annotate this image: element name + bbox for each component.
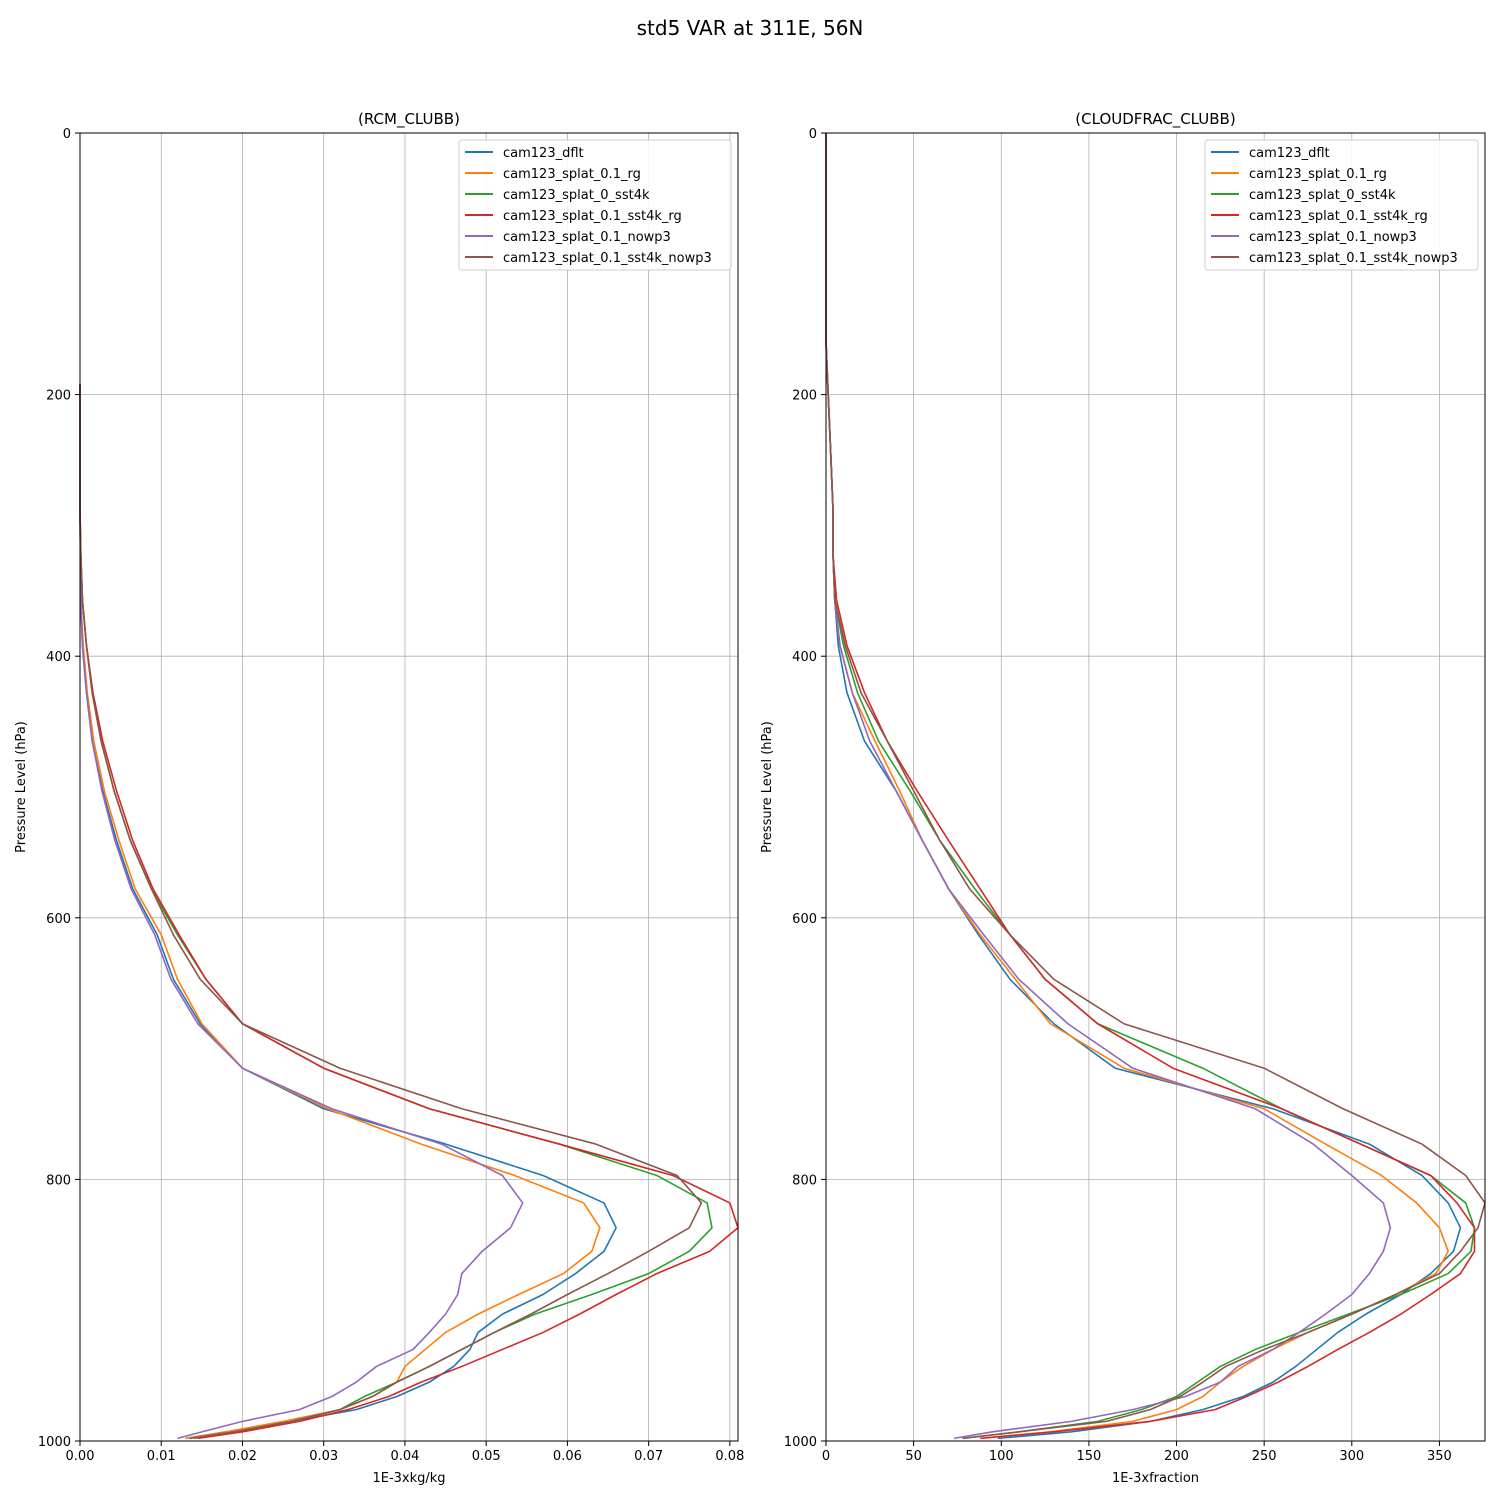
series-line-3: [79, 384, 713, 1440]
legend-box: [458, 139, 732, 271]
y-axis-label: Pressure Level (hPa): [760, 721, 775, 853]
legend-label: cam123_splat_0.1_nowp3: [503, 230, 671, 245]
legend-label: cam123_splat_0.1_sst4k_nowp3: [1249, 251, 1458, 266]
legend-box: [1204, 139, 1479, 271]
x-tick-label: 0.01: [147, 1449, 176, 1464]
x-axis-label: 1E-3xkg/kg: [372, 1471, 445, 1486]
series-line-3: [825, 133, 1476, 1440]
y-tick-label: 800: [792, 1173, 817, 1188]
x-tick-label: 100: [989, 1449, 1014, 1464]
legend-label: cam123_splat_0.1_rg: [503, 167, 641, 182]
series-line-2: [79, 384, 601, 1440]
x-tick-label: 0: [822, 1449, 830, 1464]
legend-label: cam123_splat_0.1_sst4k_rg: [503, 209, 682, 224]
x-tick-label: 150: [1076, 1449, 1101, 1464]
x-tick-label: 0.06: [553, 1449, 582, 1464]
x-tick-label: 350: [1427, 1449, 1452, 1464]
legend-label: cam123_splat_0_sst4k: [503, 188, 650, 203]
series-line-6: [79, 384, 703, 1440]
legend-label: cam123_splat_0.1_sst4k_rg: [1249, 209, 1428, 224]
y-tick-label: 200: [792, 389, 817, 404]
series-line-6: [825, 133, 1486, 1440]
x-tick-label: 0.03: [309, 1449, 338, 1464]
chart-panel-2: 0 50 100 150 200 250 300 350 0 200 400 600 800 1000 (C…: [760, 110, 1486, 1486]
figure-title: std5 VAR at 311E, 56N: [636, 16, 864, 40]
series-line-5: [79, 384, 524, 1440]
x-tick-label: 0.00: [66, 1449, 95, 1464]
x-tick-label: 0.05: [472, 1449, 501, 1464]
series-line-1: [79, 384, 617, 1440]
x-tick-label: 250: [1252, 1449, 1277, 1464]
series-line-4: [825, 133, 1476, 1440]
series-line-1: [825, 133, 1462, 1440]
series-line-4: [79, 384, 739, 1440]
axes-frame: [79, 132, 739, 1442]
y-tick-label: 600: [792, 912, 817, 927]
axes-frame: [825, 132, 1486, 1442]
x-tick-label: 200: [1164, 1449, 1189, 1464]
x-tick-label: 0.04: [390, 1449, 419, 1464]
y-tick-label: 400: [46, 650, 71, 665]
panel-title: (CLOUDFRAC_CLUBB): [1075, 110, 1235, 129]
x-tick-label: 0.08: [715, 1449, 744, 1464]
y-tick-label: 400: [792, 650, 817, 665]
y-tick-label: 1000: [38, 1435, 71, 1450]
series-line-2: [825, 133, 1449, 1440]
y-axis-label: Pressure Level (hPa): [14, 721, 29, 853]
legend-label: cam123_splat_0.1_sst4k_nowp3: [503, 251, 712, 266]
legend-label: cam123_splat_0.1_nowp3: [1249, 230, 1417, 245]
legend-label: cam123_splat_0.1_rg: [1249, 167, 1387, 182]
legend-label: cam123_dflt: [503, 146, 584, 161]
y-tick-label: 0: [63, 127, 71, 142]
legend: cam123_dflt cam123_splat_0.1_rg cam123_spl…: [1204, 139, 1479, 271]
legend-label: cam123_splat_0_sst4k: [1249, 188, 1396, 203]
x-tick-label: 50: [905, 1449, 922, 1464]
x-axis-label: 1E-3xfraction: [1112, 1471, 1199, 1486]
y-tick-label: 0: [809, 127, 817, 142]
x-tick-label: 0.02: [228, 1449, 257, 1464]
panel-title: (RCM_CLUBB): [358, 110, 460, 129]
y-tick-label: 200: [46, 389, 71, 404]
chart-panel-1: 0.00 0.01 0.02 0.03 0.04 0.05 0.06 0.07 0.08 0 200…: [14, 110, 744, 1486]
legend-label: cam123_dflt: [1249, 146, 1330, 161]
x-tick-label: 0.07: [634, 1449, 663, 1464]
y-tick-label: 800: [46, 1173, 71, 1188]
y-tick-label: 1000: [784, 1435, 817, 1450]
y-tick-label: 600: [46, 912, 71, 927]
legend: cam123_dflt cam123_splat_0.1_rg cam123_spl…: [458, 139, 732, 271]
x-tick-label: 300: [1339, 1449, 1364, 1464]
